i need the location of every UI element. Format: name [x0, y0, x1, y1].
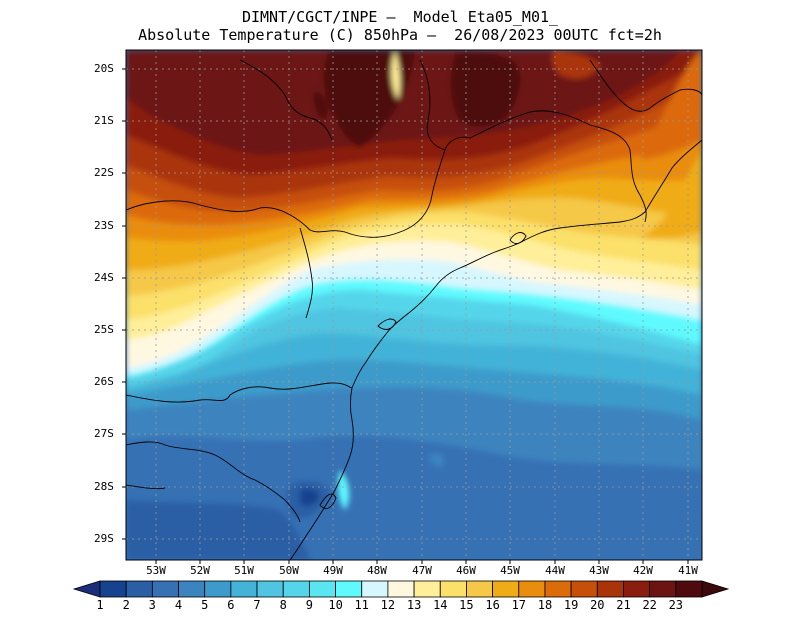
colorbar-label: 5: [201, 598, 209, 612]
colorbar-cell: [335, 580, 363, 598]
colorbar-cell: [596, 580, 624, 598]
state-border-mg-north: [239, 59, 333, 141]
colorbar-label: 20: [590, 598, 605, 612]
axis-ticks: [122, 68, 689, 564]
colorbar-cell: [675, 580, 703, 598]
colorbar-label: 23: [668, 598, 684, 612]
colorbar-cell: [466, 580, 493, 598]
colorbar-cell: [282, 580, 310, 598]
colorbar-label: 13: [406, 598, 422, 612]
lat-label: 21S: [94, 114, 114, 127]
colorbar-high-arrow: [701, 580, 730, 598]
guanabara: [509, 232, 527, 244]
lat-label: 28S: [94, 480, 114, 493]
colorbar-label: 14: [433, 598, 448, 612]
lat-label: 24S: [94, 271, 114, 284]
colorbar-low-arrow: [72, 580, 101, 598]
lat-label: 22S: [94, 166, 114, 179]
colorbar-label: 10: [328, 598, 343, 612]
title-line-2: Absolute Temperature (C) 850hPa – 26/08/…: [138, 26, 662, 44]
colorbar-cell: [649, 580, 677, 598]
colorbar-cell: [178, 580, 206, 598]
lon-label: 44W: [545, 564, 565, 577]
colorbar-cell: [570, 580, 598, 598]
colorbar-label: 12: [380, 598, 396, 612]
lat-label: 23S: [94, 219, 114, 232]
lon-label: 46W: [456, 564, 476, 577]
lon-label: 47W: [412, 564, 432, 577]
colorbar-label: 7: [253, 598, 261, 612]
colorbar-label: 22: [642, 598, 657, 612]
colorbar-cell: [361, 580, 389, 598]
lon-label: 52W: [190, 564, 210, 577]
colorbar-cell: [387, 580, 415, 598]
state-border-mg-sp: [126, 136, 471, 238]
lon-label: 50W: [279, 564, 299, 577]
state-border-sc-rs: [126, 441, 301, 523]
colorbar-cell: [623, 580, 651, 598]
lon-label: 49W: [323, 564, 343, 577]
lon-label: 48W: [367, 564, 387, 577]
state-border-rj: [469, 110, 647, 223]
colorbar-label: 2: [122, 598, 130, 612]
title-line-1: DIMNT/CGCT/INPE – Model Eta05_M01_: [241, 8, 559, 26]
lat-label: 26S: [94, 375, 114, 388]
lon-label: 51W: [234, 564, 254, 577]
colorbar-cell: [492, 580, 520, 598]
lon-label: 43W: [589, 564, 609, 577]
colorbar-label: 18: [537, 598, 553, 612]
lat-label: 29S: [94, 532, 114, 545]
lat-label: 25S: [94, 323, 114, 336]
colorbar-cell: [308, 580, 336, 598]
coastline: [289, 139, 702, 560]
lon-label: 53W: [146, 564, 166, 577]
colorbar-cell: [518, 580, 546, 598]
colorbar-cell: [413, 580, 441, 598]
colorbar-label: 21: [616, 598, 631, 612]
lon-label: 41W: [678, 564, 698, 577]
colorbar-cell: [151, 580, 179, 598]
state-border-pr-sp: [299, 227, 313, 319]
colorbar-label: 19: [563, 598, 579, 612]
colorbar-label: 16: [485, 598, 500, 612]
colorbar: [72, 580, 730, 598]
lat-label: 27S: [94, 427, 114, 440]
colorbar-label: 3: [148, 598, 156, 612]
colorbar-label: 1: [96, 598, 104, 612]
colorbar-cell: [256, 580, 284, 598]
colorbar-label: 15: [459, 598, 474, 612]
plot-frame: [125, 49, 703, 561]
lagoon-south: [319, 493, 337, 509]
state-border-pr-sc: [126, 382, 353, 403]
colorbar-label: 17: [511, 598, 527, 612]
colorbar-cell: [125, 580, 153, 598]
colorbar-label: 11: [354, 598, 369, 612]
colorbar-label: 4: [174, 598, 183, 612]
graticule: [126, 50, 702, 560]
colorbar-cell: [204, 580, 232, 598]
lon-label: 45W: [500, 564, 520, 577]
national-border: [126, 484, 166, 490]
coastline-and-borders: [126, 59, 702, 560]
lat-label: 20S: [94, 62, 114, 75]
colorbar-cell: [99, 580, 127, 598]
colorbar-cell: [439, 580, 467, 598]
state-border-east: [419, 59, 446, 151]
colorbar-label: 9: [305, 598, 313, 612]
lon-label: 42W: [633, 564, 653, 577]
state-border-mg-es: [589, 59, 702, 112]
colorbar-label: 8: [279, 598, 287, 612]
temperature-field: [126, 50, 702, 560]
colorbar-label: 6: [227, 598, 235, 612]
colorbar-cell: [230, 580, 258, 598]
colorbar-cell: [544, 580, 572, 598]
bay-paranagua: [377, 318, 397, 330]
